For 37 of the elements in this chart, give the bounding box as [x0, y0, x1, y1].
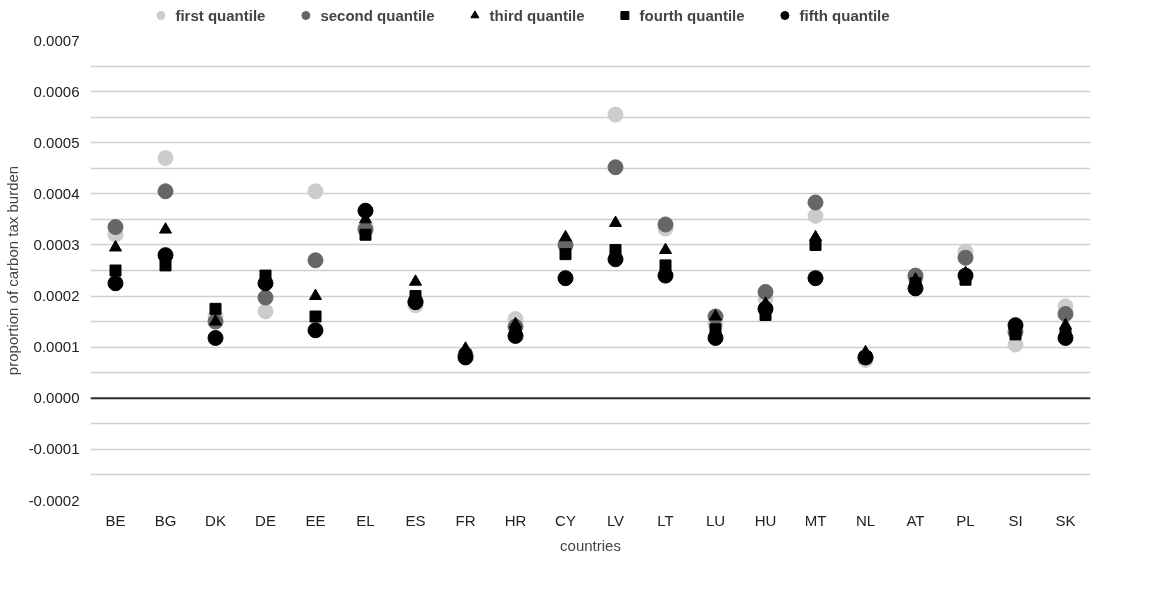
- y-tick-label: 0.0004: [33, 184, 80, 202]
- y-tick-label: 0.0006: [33, 82, 80, 100]
- x-tick-label: NL: [855, 511, 876, 529]
- x-tick-label: LV: [606, 511, 625, 529]
- x-tick-label: LU: [705, 511, 726, 529]
- x-tick-label: ES: [405, 511, 426, 529]
- legend-label: second quantile: [320, 6, 435, 24]
- x-tick-label: AT: [906, 511, 925, 529]
- x-tick-label: EE: [305, 511, 326, 529]
- x-tick-label: CY: [555, 511, 576, 529]
- x-tick-label: EL: [356, 511, 375, 529]
- legend-label: fifth quantile: [799, 6, 890, 24]
- x-tick-label: FR: [455, 511, 476, 529]
- y-tick-label: -0.0001: [28, 440, 80, 458]
- x-tick-label: BG: [154, 511, 177, 529]
- x-tick-label: HR: [504, 511, 527, 529]
- y-tick-label: 0.0005: [33, 133, 80, 151]
- x-tick-label: SI: [1008, 511, 1023, 529]
- y-tick-label: 0.0007: [33, 31, 80, 49]
- y-tick-label: 0.0001: [33, 338, 80, 356]
- x-tick-label: HU: [754, 511, 777, 529]
- y-tick-label: 0.0002: [33, 287, 80, 305]
- x-tick-label: MT: [804, 511, 827, 529]
- legend-label: third quantile: [489, 6, 585, 24]
- y-tick-label: -0.0002: [28, 491, 80, 509]
- legend-label: fourth quantile: [639, 6, 745, 24]
- x-tick-label: DK: [205, 511, 226, 529]
- x-tick-label: LT: [657, 511, 674, 529]
- y-tick-label: 0.0003: [33, 235, 80, 253]
- y-axis-title: proportion of carbon tax burden: [3, 165, 21, 376]
- x-tick-label: DE: [255, 511, 276, 529]
- x-axis-title: countries: [560, 536, 621, 554]
- x-tick-label: SK: [1055, 511, 1076, 529]
- legend-label: first quantile: [175, 6, 266, 24]
- x-tick-label: BE: [105, 511, 126, 529]
- y-tick-label: 0.0000: [33, 389, 80, 407]
- x-tick-label: PL: [956, 511, 975, 529]
